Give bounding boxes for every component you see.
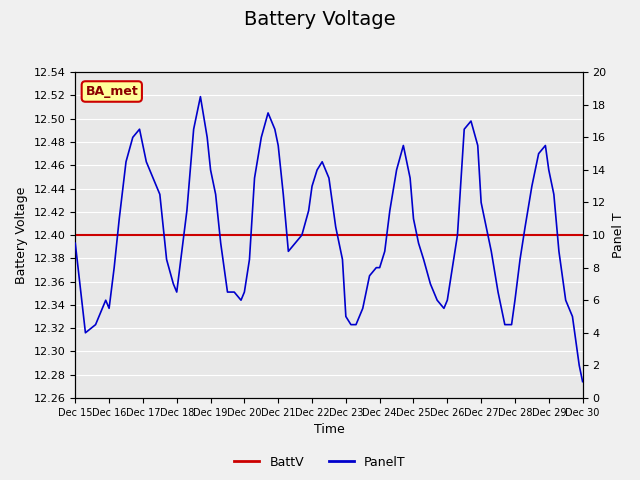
Y-axis label: Panel T: Panel T <box>612 212 625 258</box>
Legend: BattV, PanelT: BattV, PanelT <box>229 451 411 474</box>
Y-axis label: Battery Voltage: Battery Voltage <box>15 186 28 284</box>
Text: Battery Voltage: Battery Voltage <box>244 10 396 29</box>
Text: BA_met: BA_met <box>85 85 138 98</box>
X-axis label: Time: Time <box>314 423 344 436</box>
